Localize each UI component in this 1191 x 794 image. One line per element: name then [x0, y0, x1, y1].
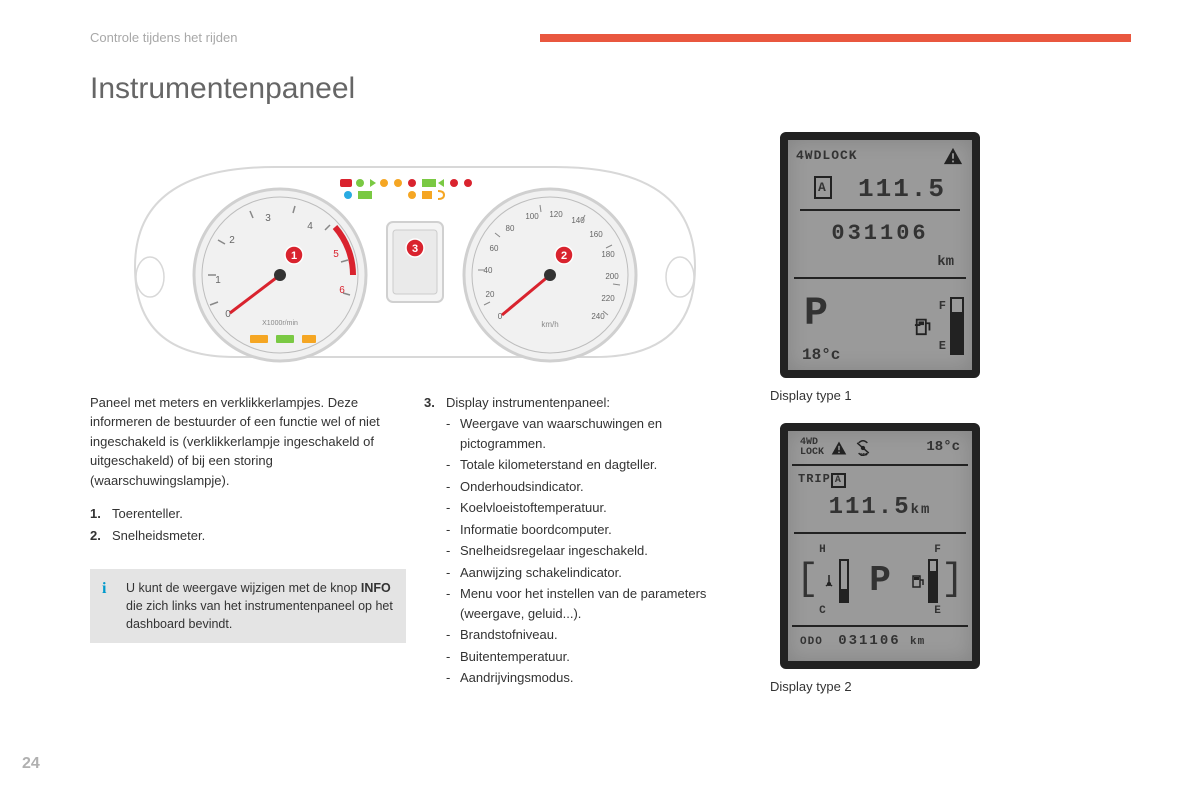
svg-text:60: 60: [490, 244, 499, 253]
svg-text:180: 180: [601, 250, 615, 259]
sublist-item: Brandstofniveau.: [446, 625, 740, 645]
svg-text:0: 0: [225, 309, 231, 320]
svg-text:3: 3: [412, 243, 418, 255]
sublist-item: Aanwijzing schakelindicator.: [446, 563, 740, 583]
svg-text:240: 240: [591, 312, 605, 321]
sublist-item: Koelvloeistoftemperatuur.: [446, 498, 740, 518]
sublist: Weergave van waarschuwingen en pictogram…: [424, 414, 740, 688]
sublist-item: Menu voor het instellen van de parameter…: [446, 584, 740, 623]
lock-label: 4WDLOCK: [800, 438, 824, 458]
svg-text:6: 6: [339, 285, 345, 296]
svg-text:4: 4: [307, 221, 313, 232]
warning-triangle-icon: [830, 440, 848, 456]
svg-text:140: 140: [571, 216, 585, 225]
numbered-list-left: 1.Toerenteller. 2.Snelheidsmeter.: [90, 504, 406, 545]
sublist-item: Totale kilometerstand en dagteller.: [446, 455, 740, 475]
svg-text:km/h: km/h: [541, 320, 558, 329]
sublist-item: Buitentemperatuur.: [446, 647, 740, 667]
sublist-item: Snelheidsregelaar ingeschakeld.: [446, 541, 740, 561]
svg-text:1: 1: [215, 275, 221, 286]
page-title: Instrumentenpaneel: [90, 66, 1131, 111]
sublist-item: Aandrijvingsmodus.: [446, 668, 740, 688]
sublist-item: Informatie boordcomputer.: [446, 520, 740, 540]
svg-text:OFF: OFF: [860, 453, 868, 456]
svg-text:3: 3: [265, 213, 271, 224]
info-icon: i: [102, 577, 106, 600]
info-box: i U kunt de weergave wijzigen met de kno…: [90, 569, 406, 643]
svg-text:80: 80: [506, 224, 515, 233]
fuel-pump-icon: [911, 574, 925, 588]
svg-text:1: 1: [291, 250, 297, 262]
fuel-pump-icon: [913, 316, 935, 336]
display-type-2: 4WDLOCK OFF 18°c TRIPA 111.5km H [: [770, 423, 990, 697]
coolant-temp-icon: [822, 574, 836, 588]
display-type-1: 4WDLOCK A 111.5 031106 km P 18°c FE: [770, 132, 990, 406]
svg-text:220: 220: [601, 294, 615, 303]
svg-text:20: 20: [486, 290, 495, 299]
svg-text:120: 120: [549, 210, 563, 219]
svg-text:X1000r/min: X1000r/min: [262, 320, 298, 327]
header-accent-bar: [540, 34, 1131, 42]
list-item-3: 3.Display instrumentenpaneel:: [424, 393, 740, 413]
svg-text:100: 100: [525, 212, 539, 221]
instrument-cluster-diagram: 0 1 2 3 4 5 6 X1000r/min: [95, 127, 735, 377]
svg-text:2: 2: [229, 235, 235, 246]
warning-triangle-icon: [942, 146, 964, 166]
svg-text:160: 160: [589, 230, 603, 239]
sublist-item: Onderhoudsindicator.: [446, 477, 740, 497]
svg-text:5: 5: [333, 249, 339, 260]
intro-text: Paneel met meters en verklikkerlampjes. …: [90, 393, 406, 491]
section-label: Controle tijdens het rijden: [90, 28, 510, 48]
svg-text:2: 2: [561, 250, 567, 262]
page-number: 24: [22, 752, 40, 776]
sublist-item: Weergave van waarschuwingen en pictogram…: [446, 414, 740, 453]
traction-off-icon: OFF: [854, 440, 872, 456]
svg-text:200: 200: [605, 272, 619, 281]
